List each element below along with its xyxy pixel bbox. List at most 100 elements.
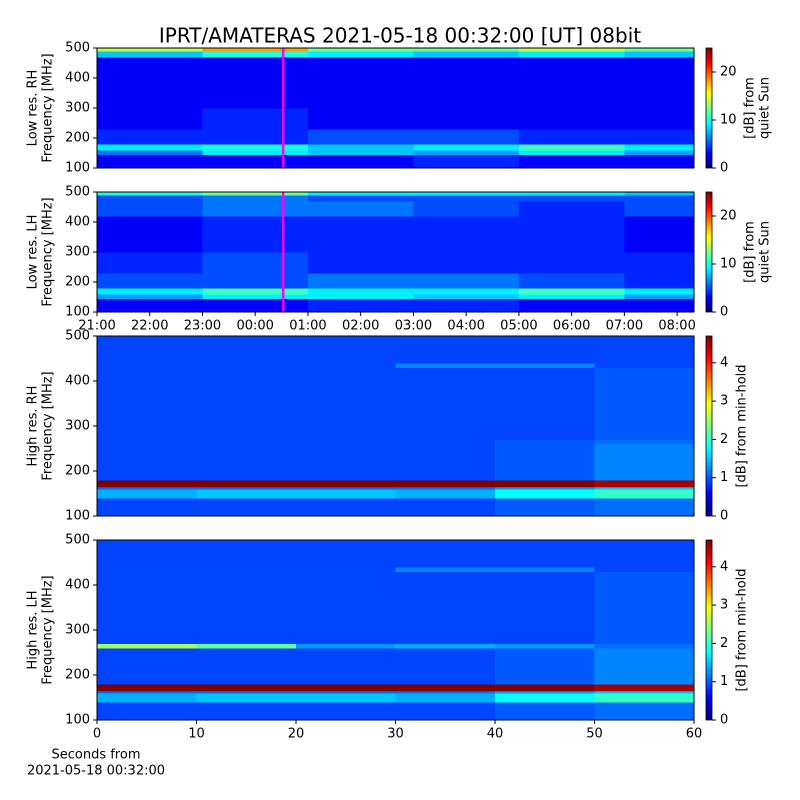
heatmap-cell — [518, 72, 625, 109]
y-tick-label: 500 — [65, 533, 90, 548]
heatmap-cell — [97, 367, 197, 440]
heatmap-cell — [196, 567, 297, 572]
heatmap-cell — [413, 144, 520, 151]
heatmap-cell — [518, 48, 625, 52]
heatmap-cell — [395, 439, 496, 445]
colorbar — [705, 47, 713, 169]
heatmap-cell — [296, 363, 396, 368]
y-tick-label: 300 — [65, 245, 90, 260]
heatmap-cell — [296, 684, 396, 692]
heatmap-cell — [495, 480, 595, 488]
heatmap-cell — [97, 693, 197, 703]
colorbar — [705, 539, 713, 721]
heatmap-cell — [97, 702, 197, 721]
heatmap-cell — [97, 273, 203, 289]
heatmap-cell — [594, 363, 695, 368]
heatmap-cell — [413, 108, 520, 130]
heatmap-cell — [296, 480, 396, 488]
heatmap-cell — [296, 571, 396, 644]
y-tick-label: 300 — [65, 623, 90, 638]
colorbar-tick-label: 4 — [720, 559, 728, 574]
heatmap-cell — [196, 540, 297, 568]
heatmap-cell — [518, 129, 625, 145]
heatmap-cell — [97, 363, 197, 368]
heatmap-cell — [495, 498, 595, 517]
colorbar-tick-label: 20 — [720, 209, 737, 224]
heatmap-cell — [307, 48, 414, 52]
heatmap-cell — [395, 702, 496, 721]
heatmap-cell — [196, 480, 297, 488]
heatmap-cell — [495, 643, 595, 649]
heatmap-cell — [202, 72, 309, 109]
heatmap-cell — [594, 643, 695, 649]
colorbar-tick-label: 1 — [720, 674, 728, 689]
heatmap-cell — [307, 298, 414, 313]
x-tick-label: 10 — [188, 727, 205, 742]
heatmap-cell — [196, 571, 297, 644]
heatmap-cell — [97, 444, 197, 481]
heatmap-cell — [296, 643, 396, 649]
heatmap-cell — [196, 648, 297, 685]
heatmap-cell — [202, 154, 309, 169]
heatmap-cell — [97, 439, 197, 445]
heatmap-cell — [624, 150, 695, 155]
heatmap-cell — [202, 201, 309, 217]
heatmap-cell — [97, 51, 203, 58]
y-axis-label: Frequency [MHz] — [41, 575, 56, 684]
heatmap-cell — [196, 336, 297, 364]
heatmap-cell — [196, 363, 297, 368]
heatmap-cell — [594, 702, 695, 721]
heatmap-cell — [518, 192, 625, 196]
colorbar — [705, 335, 713, 517]
y-tick-label: 100 — [65, 305, 90, 320]
x-tick-label: 02:00 — [342, 319, 379, 334]
y-tick-label: 100 — [65, 713, 90, 728]
heatmap-cell — [413, 72, 520, 109]
heatmap-cell — [624, 288, 695, 295]
x-tick-label: 50 — [586, 727, 603, 742]
heatmap-cell — [395, 567, 496, 572]
heatmap-cell — [202, 192, 309, 196]
heatmap-cell — [413, 48, 520, 52]
heatmap-cell — [624, 195, 695, 202]
colorbar — [705, 191, 713, 313]
x-tick-label: 08:00 — [658, 319, 695, 334]
heatmap-cell — [624, 216, 695, 253]
heatmap-cell — [97, 489, 197, 499]
colorbar-tick-label: 20 — [720, 65, 737, 80]
heatmap-cell — [594, 498, 695, 517]
colorbar-label: quiet Sun — [758, 77, 773, 139]
heatmap-cell — [307, 108, 414, 130]
colorbar-label: [dB] from — [743, 221, 758, 283]
heatmap-cell — [97, 154, 203, 169]
y-tick-label: 200 — [65, 275, 90, 290]
heatmap-cell — [594, 540, 695, 568]
heatmap-cell — [97, 144, 203, 151]
heatmap-cell — [307, 51, 414, 58]
heatmap-cell — [495, 444, 595, 481]
colorbar-tick-label: 3 — [720, 394, 728, 409]
y-axis-label: Frequency [MHz] — [41, 371, 56, 480]
heatmap-cell — [202, 252, 309, 274]
heatmap-cell — [196, 684, 297, 692]
heatmap-cell — [307, 144, 414, 151]
heatmap-cell — [518, 294, 625, 299]
heatmap-cell — [395, 498, 496, 517]
x-tick-label: 21:00 — [78, 319, 115, 334]
heatmap-cell — [97, 252, 203, 274]
heatmap-cell — [395, 643, 496, 649]
heatmap-cell — [413, 195, 520, 202]
heatmap-cell — [97, 57, 203, 73]
heatmap-cell — [196, 693, 297, 703]
y-tick-label: 300 — [65, 419, 90, 434]
x-tick-label: 60 — [686, 727, 703, 742]
heatmap-cell — [495, 567, 595, 572]
heatmap-cell — [97, 195, 203, 202]
heatmap-cell — [97, 336, 197, 364]
y-tick-label: 400 — [65, 71, 90, 86]
heatmap-cell — [196, 690, 297, 694]
heatmap-cell — [296, 367, 396, 440]
colorbar-tick-label: 2 — [720, 432, 728, 447]
heatmap-cell — [624, 51, 695, 58]
